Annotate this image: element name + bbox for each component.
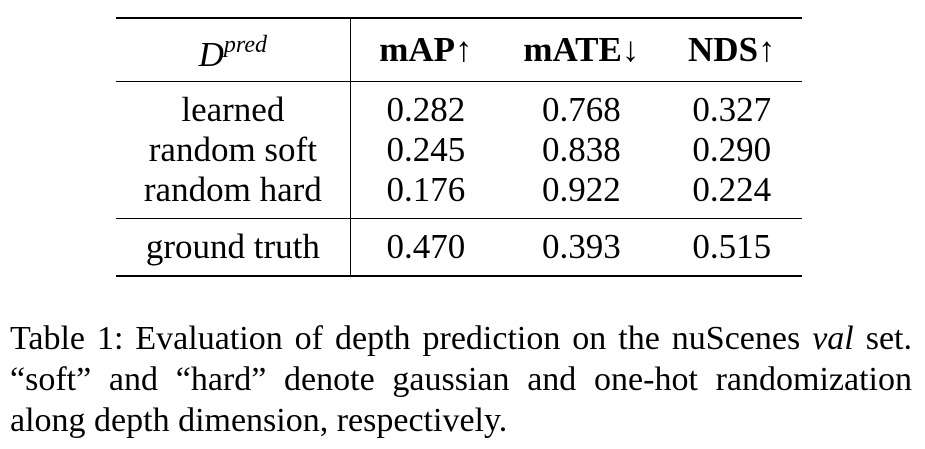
cell-map: 0.282 [386,90,466,129]
cell-mate: 0.768 [541,90,621,129]
caption-prefix: Table 1: Evaluation of depth prediction … [10,320,813,357]
row-method: random soft [116,130,351,170]
table-caption: Table 1: Evaluation of depth prediction … [10,318,912,441]
header-method-symbol: D [198,35,224,74]
results-table-container: Dpred mAP↑ mATE↓ NDS↑ learned 0.282 0.76… [116,17,802,277]
header-map: mAP↑ [379,30,473,69]
cell-map: 0.176 [386,170,466,209]
table-row: random soft 0.245 0.838 0.290 [116,130,802,170]
depth-prediction-table: Dpred mAP↑ mATE↓ NDS↑ learned 0.282 0.76… [116,17,802,277]
row-method: ground truth [116,218,351,276]
header-method-superscript: pred [223,32,268,58]
cell-nds: 0.327 [692,90,772,129]
caption-suffix: set. “soft” and “hard” denote gaussian a… [10,320,912,439]
table-header-row: Dpred mAP↑ mATE↓ NDS↑ [116,18,802,82]
table-row: learned 0.282 0.768 0.327 [116,81,802,130]
cell-nds: 0.290 [692,130,772,169]
caption-italic: val [812,320,854,357]
ground-truth-row: ground truth 0.470 0.393 0.515 [116,218,802,276]
cell-map: 0.245 [386,130,466,169]
cell-nds: 0.515 [692,227,772,266]
header-method: Dpred [116,18,351,82]
table-row: random hard 0.176 0.922 0.224 [116,170,802,219]
cell-mate: 0.393 [541,227,621,266]
header-mate: mATE↓ [523,30,640,69]
cell-mate: 0.838 [541,130,621,169]
header-nds: NDS↑ [688,30,776,69]
cell-map: 0.470 [386,227,466,266]
cell-nds: 0.224 [692,170,772,209]
row-method: random hard [116,170,351,219]
row-method: learned [116,81,351,130]
cell-mate: 0.922 [541,170,621,209]
